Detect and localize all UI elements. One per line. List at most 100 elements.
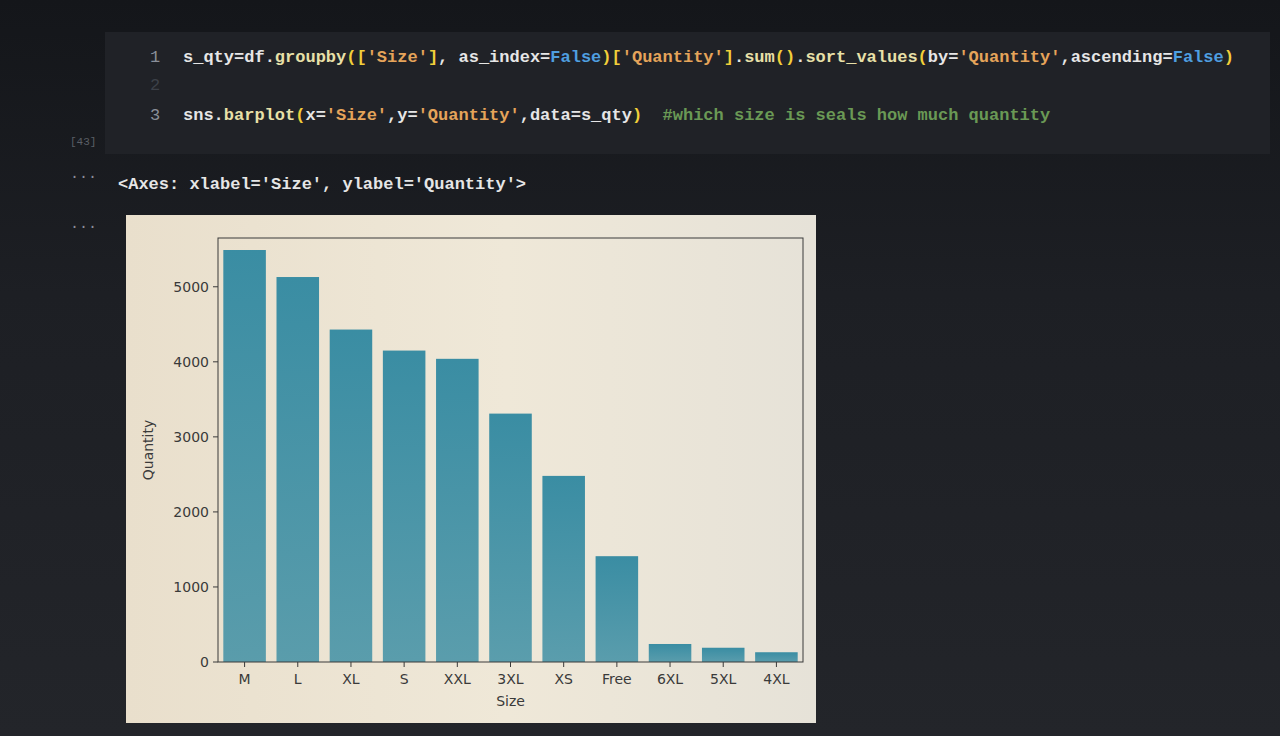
x-tick [457, 662, 458, 667]
code-token: ] [724, 48, 734, 67]
code-token: , [438, 48, 458, 67]
y-tick-label: 2000 [173, 504, 209, 520]
x-tick [616, 662, 617, 667]
code-token: ] [428, 48, 438, 67]
x-tick-label: 6XL [657, 671, 683, 687]
y-tick [213, 511, 218, 512]
code-token: as_index [458, 48, 540, 67]
code-token: ( [775, 48, 785, 67]
x-tick [404, 662, 405, 667]
y-tick [213, 662, 218, 663]
code-token: = [1162, 48, 1172, 67]
x-tick [350, 662, 351, 667]
code-token: . [795, 48, 805, 67]
bar [277, 277, 320, 662]
bar [330, 330, 373, 662]
axes-frame [218, 238, 803, 662]
code-token: ( [346, 48, 356, 67]
code-token: = [234, 48, 244, 67]
y-tick-label: 3000 [173, 429, 209, 445]
x-tick-label: XXL [444, 671, 471, 687]
code-token: = [948, 48, 958, 67]
x-tick [244, 662, 245, 667]
code-token: ascending [1071, 48, 1163, 67]
bar [383, 351, 426, 662]
x-tick-label: 4XL [763, 671, 789, 687]
code-token: 'Size' [326, 106, 387, 125]
code-token: = [316, 106, 326, 125]
line-number: 2 [150, 76, 160, 95]
y-tick [213, 286, 218, 287]
code-token: ) [601, 48, 611, 67]
x-tick-label: Free [602, 671, 632, 687]
code-token: 'Quantity' [622, 48, 724, 67]
code-token: sum [744, 48, 775, 67]
x-tick [563, 662, 564, 667]
execution-count: [43] [70, 136, 96, 148]
bar [436, 359, 479, 662]
y-tick [213, 436, 218, 437]
code-token: . [265, 48, 275, 67]
code-token: by [928, 48, 948, 67]
code-token: ) [1224, 48, 1234, 67]
code-token: barplot [224, 106, 295, 125]
code-token: #which size is seals how much quantity [663, 106, 1051, 125]
bar [702, 648, 745, 662]
code-token: s_qty [183, 48, 234, 67]
y-tick-label: 4000 [173, 354, 209, 370]
code-token: False [550, 48, 601, 67]
x-tick [776, 662, 777, 667]
x-tick [723, 662, 724, 667]
x-tick-label: 5XL [710, 671, 736, 687]
code-token: y [397, 106, 407, 125]
code-token: , [1060, 48, 1070, 67]
code-token: False [1173, 48, 1224, 67]
code-token: , [520, 106, 530, 125]
code-token: ( [918, 48, 928, 67]
code-token: , [387, 106, 397, 125]
bar [542, 476, 585, 662]
bar [223, 250, 266, 662]
x-tick-label: XL [342, 671, 360, 687]
x-tick [670, 662, 671, 667]
x-tick-label: 3XL [497, 671, 523, 687]
bars [223, 250, 797, 662]
x-tick-label: M [239, 671, 251, 687]
code-token: sort_values [805, 48, 917, 67]
y-tick-label: 1000 [173, 579, 209, 595]
output-text: <Axes: xlabel='Size', ylabel='Quantity'> [118, 175, 526, 194]
x-tick-label: XS [554, 671, 573, 687]
bar [755, 652, 798, 662]
code-token: 'Quantity' [418, 106, 520, 125]
y-tick-label: 5000 [173, 279, 209, 295]
code-token: = [571, 106, 581, 125]
chart-image: 0 1000 2000 3000 4000 5000 M L XL S XXL 3XL XS Free 6X… [126, 215, 816, 723]
x-tick-label: L [294, 671, 302, 687]
code-token: . [734, 48, 744, 67]
code-token: [ [356, 48, 366, 67]
code-token: groupby [275, 48, 346, 67]
code-token: ) [785, 48, 795, 67]
y-tick [213, 586, 218, 587]
code-token: s_qty [581, 106, 632, 125]
code-token: ( [295, 106, 305, 125]
output-prompt: ... [70, 166, 97, 183]
code-token: 'Size' [367, 48, 428, 67]
code-token: sns [183, 106, 214, 125]
output-prompt: ... [70, 216, 97, 233]
code-token: [ [612, 48, 622, 67]
code-line: sns.barplot(x='Size',y='Quantity',data=s… [183, 106, 1050, 125]
x-tick [510, 662, 511, 667]
code-token [642, 106, 662, 125]
y-tick-label: 0 [200, 654, 209, 670]
code-line: s_qty=df.groupby(['Size'], as_index=Fals… [183, 48, 1234, 67]
x-tick-label: S [400, 671, 409, 687]
bar [489, 414, 532, 662]
code-token: ) [632, 106, 642, 125]
y-tick [213, 361, 218, 362]
code-token: = [540, 48, 550, 67]
x-tick [297, 662, 298, 667]
y-axis-label: Quantity [140, 420, 156, 481]
code-token: . [214, 106, 224, 125]
line-number: 1 [150, 48, 160, 67]
